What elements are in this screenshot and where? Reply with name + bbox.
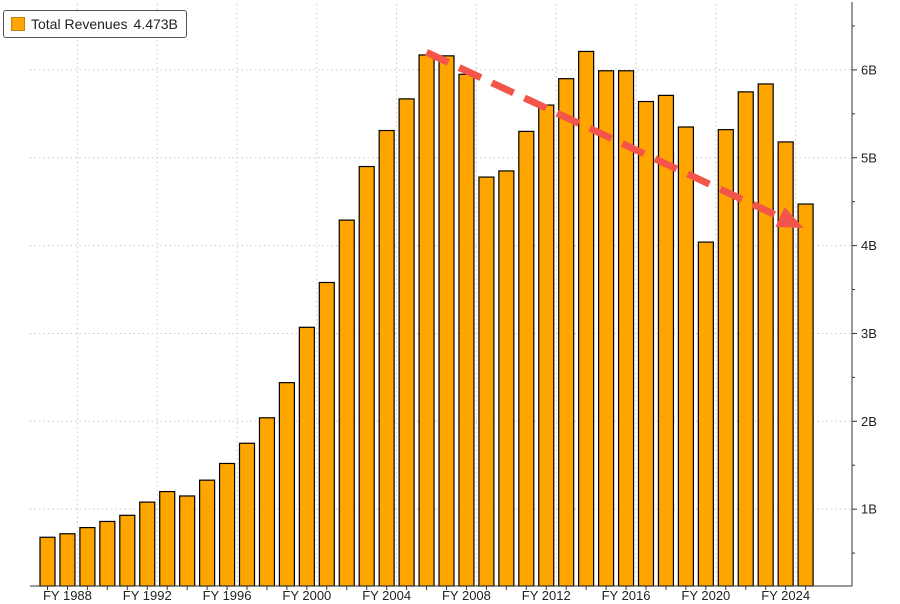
bar: [498, 170, 515, 587]
bar: [179, 495, 196, 587]
bar: [298, 326, 315, 587]
x-tick-label: FY 1996: [203, 588, 252, 603]
bar: [39, 536, 56, 587]
bar: [717, 129, 734, 587]
bar: [218, 462, 236, 587]
bar: [99, 520, 116, 587]
legend-label: Total Revenues: [31, 16, 128, 32]
bar: [238, 442, 256, 587]
x-tick-label: FY 2012: [522, 588, 571, 603]
y-axis-ticks: 1B 2B 3B 4B 5B 6B: [852, 25, 877, 554]
trend-arrow: [425, 49, 804, 229]
bar: [458, 73, 475, 587]
bar: [59, 533, 76, 587]
trend-arrow-shaft: [425, 49, 787, 223]
trend-arrow-head: [775, 207, 804, 229]
y-tick-label: 6B: [861, 62, 877, 77]
legend-value: 4.473B: [133, 16, 178, 32]
bars: [39, 50, 814, 587]
legend-swatch: [11, 17, 25, 31]
bar: [418, 54, 435, 587]
bar: [119, 514, 136, 587]
x-tick-label: FY 2008: [442, 588, 491, 603]
bar: [677, 126, 695, 587]
bar: [478, 176, 495, 587]
bar: [757, 83, 774, 587]
y-tick-label: 1B: [861, 502, 877, 517]
y-tick-label: 3B: [861, 326, 877, 341]
x-tick-label: FY 2016: [602, 588, 651, 603]
bar: [139, 501, 156, 587]
x-axis-ticks: FY 1988 FY 1992 FY 1996 FY 2000 FY 2004 FY 20…: [43, 586, 810, 603]
bar: [737, 91, 754, 587]
bar: [159, 490, 176, 587]
bar: [79, 526, 96, 587]
bar: [697, 241, 714, 587]
y-tick-label: 2B: [861, 414, 877, 429]
bar: [278, 382, 295, 587]
x-tick-label: FY 1988: [43, 588, 92, 603]
bar: [637, 100, 655, 587]
x-tick-label: FY 1992: [123, 588, 172, 603]
bar: [538, 104, 555, 587]
y-tick-label: 4B: [861, 238, 877, 253]
bar: [558, 78, 575, 587]
bar: [797, 203, 814, 587]
legend: Total Revenues 4.473B: [3, 10, 187, 38]
bar: [518, 130, 535, 587]
x-tick-label: FY 2024: [761, 588, 810, 603]
bar: [318, 281, 335, 587]
x-tick-label: FY 2000: [282, 588, 331, 603]
x-tick-label: FY 2020: [681, 588, 730, 603]
bar: [597, 70, 615, 587]
x-tick-label: FY 2004: [362, 588, 411, 603]
y-tick-label: 5B: [861, 150, 877, 165]
bar: [378, 129, 395, 587]
bar: [258, 417, 276, 587]
bar: [358, 165, 375, 587]
bar: [338, 219, 355, 587]
bar: [398, 98, 415, 587]
bar: [199, 479, 216, 587]
bar: [438, 55, 455, 587]
